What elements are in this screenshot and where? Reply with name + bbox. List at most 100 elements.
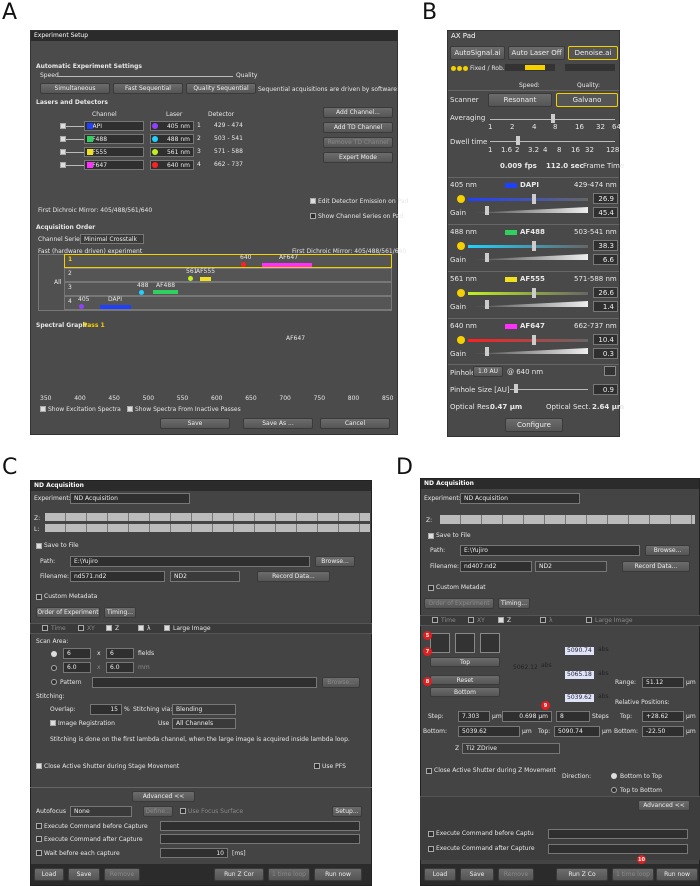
field[interactable] — [92, 677, 317, 688]
button[interactable]: Remove — [104, 868, 140, 881]
field[interactable]: 561 nm — [150, 147, 194, 157]
button[interactable]: Record Data... — [257, 571, 330, 582]
checkbox[interactable] — [60, 149, 66, 155]
button[interactable]: Auto Laser Off — [508, 46, 565, 60]
button[interactable]: Run now — [656, 868, 698, 881]
button[interactable]: Add Channel... — [323, 107, 393, 118]
checkbox[interactable] — [106, 625, 112, 631]
button[interactable]: 1 time loop — [612, 868, 654, 881]
button[interactable]: Resonant — [488, 93, 552, 107]
button[interactable]: Load — [34, 868, 64, 881]
button[interactable]: 1.0 AU — [473, 366, 503, 377]
field[interactable]: ND2 — [170, 571, 240, 582]
field[interactable]: 45.4 — [593, 207, 618, 218]
checkbox[interactable] — [428, 533, 434, 539]
button[interactable]: Add TD Channel — [323, 122, 393, 133]
checkbox[interactable] — [310, 213, 316, 219]
button[interactable]: Remove TD Channel — [323, 137, 393, 148]
field[interactable]: 8 — [556, 711, 590, 722]
button[interactable]: Browse... — [322, 677, 360, 688]
field[interactable]: 10.4 — [593, 334, 618, 345]
checkbox[interactable] — [42, 625, 48, 631]
checkbox[interactable] — [432, 617, 438, 623]
button[interactable]: Timing... — [498, 598, 530, 609]
button[interactable]: Run Z Co — [556, 868, 608, 881]
field[interactable]: 15 — [90, 704, 122, 715]
field[interactable]: AF555 — [84, 147, 144, 157]
button[interactable]: Define... — [143, 806, 173, 817]
checkbox[interactable] — [36, 763, 42, 769]
field[interactable]: Minimal Crosstalk — [80, 234, 144, 244]
button[interactable]: Remove — [498, 868, 534, 881]
button[interactable]: Save — [460, 868, 494, 881]
checkbox[interactable] — [426, 768, 432, 774]
field[interactable]: DAPI — [84, 121, 144, 131]
field[interactable]: 5090.74 — [554, 726, 600, 737]
button[interactable]: Bottom — [430, 687, 500, 697]
field[interactable]: 6 — [63, 648, 91, 659]
field[interactable]: 5039.62 — [458, 726, 520, 737]
field[interactable]: E:\Yujiro — [460, 545, 640, 556]
checkbox[interactable] — [60, 123, 66, 129]
field[interactable]: nd571.nd2 — [70, 571, 165, 582]
field[interactable]: 0.698 μm — [502, 711, 552, 722]
field[interactable]: 405 nm — [150, 121, 194, 131]
button[interactable]: Configure — [505, 418, 563, 432]
button[interactable]: Denoise.ai — [568, 46, 618, 60]
field[interactable]: nd407.nd2 — [460, 561, 532, 572]
checkbox[interactable] — [310, 198, 316, 204]
field[interactable]: 51.12 — [642, 677, 684, 688]
button[interactable]: Reset — [430, 675, 500, 685]
checkbox[interactable] — [428, 846, 434, 852]
field[interactable]: ND Acquisition — [70, 493, 190, 504]
checkbox[interactable] — [36, 850, 42, 856]
field[interactable]: 0.9 — [593, 384, 618, 395]
button[interactable]: Order of Experiment — [424, 598, 494, 609]
button[interactable]: Browse... — [315, 556, 355, 567]
checkbox[interactable] — [180, 808, 186, 814]
checkbox[interactable] — [314, 763, 320, 769]
checkbox[interactable] — [428, 585, 434, 591]
field[interactable]: 640 nm — [150, 160, 194, 170]
button[interactable]: Simultaneous — [40, 83, 110, 94]
button[interactable]: Setup... — [332, 806, 362, 817]
field[interactable]: -22.50 — [642, 726, 684, 737]
field[interactable]: 26.6 — [593, 287, 618, 298]
field[interactable]: Blending — [172, 704, 236, 715]
button[interactable]: Run Z Cor — [214, 868, 264, 881]
field[interactable] — [548, 829, 688, 839]
button[interactable]: Record Data... — [622, 561, 690, 572]
checkbox[interactable] — [498, 617, 504, 623]
field[interactable]: 1.4 — [593, 301, 618, 312]
field[interactable]: Ti2 ZDrive — [462, 743, 560, 754]
field[interactable]: 488 nm — [150, 134, 194, 144]
field[interactable]: ND2 — [535, 561, 607, 572]
checkbox[interactable] — [36, 823, 42, 829]
checkbox[interactable] — [60, 162, 66, 168]
button[interactable]: Advanced << — [638, 800, 690, 811]
checkbox[interactable] — [36, 836, 42, 842]
field[interactable]: 6.0 — [106, 662, 134, 673]
button[interactable]: Cancel — [320, 418, 390, 429]
checkbox[interactable] — [50, 720, 56, 726]
button[interactable]: Save As ... — [243, 418, 313, 429]
button[interactable]: Top — [430, 657, 500, 667]
field[interactable] — [160, 834, 360, 844]
checkbox[interactable] — [78, 625, 84, 631]
button[interactable]: Save — [160, 418, 230, 429]
button[interactable]: Timing... — [104, 607, 136, 618]
checkbox[interactable] — [428, 831, 434, 837]
button[interactable]: Quality Sequential — [186, 83, 256, 94]
field[interactable]: ND Acquisition — [460, 493, 580, 504]
field[interactable] — [548, 844, 688, 854]
field[interactable]: 7.303 — [458, 711, 490, 722]
field[interactable] — [160, 821, 360, 831]
checkbox[interactable] — [138, 625, 144, 631]
field[interactable]: None — [70, 806, 132, 817]
field[interactable]: All Channels — [172, 718, 236, 729]
checkbox[interactable] — [36, 543, 42, 549]
field[interactable]: 6.0 — [63, 662, 91, 673]
button[interactable]: AutoSignal.ai — [450, 46, 505, 60]
field[interactable]: 6.6 — [593, 254, 618, 265]
button[interactable]: Order of Experiment — [36, 607, 100, 618]
